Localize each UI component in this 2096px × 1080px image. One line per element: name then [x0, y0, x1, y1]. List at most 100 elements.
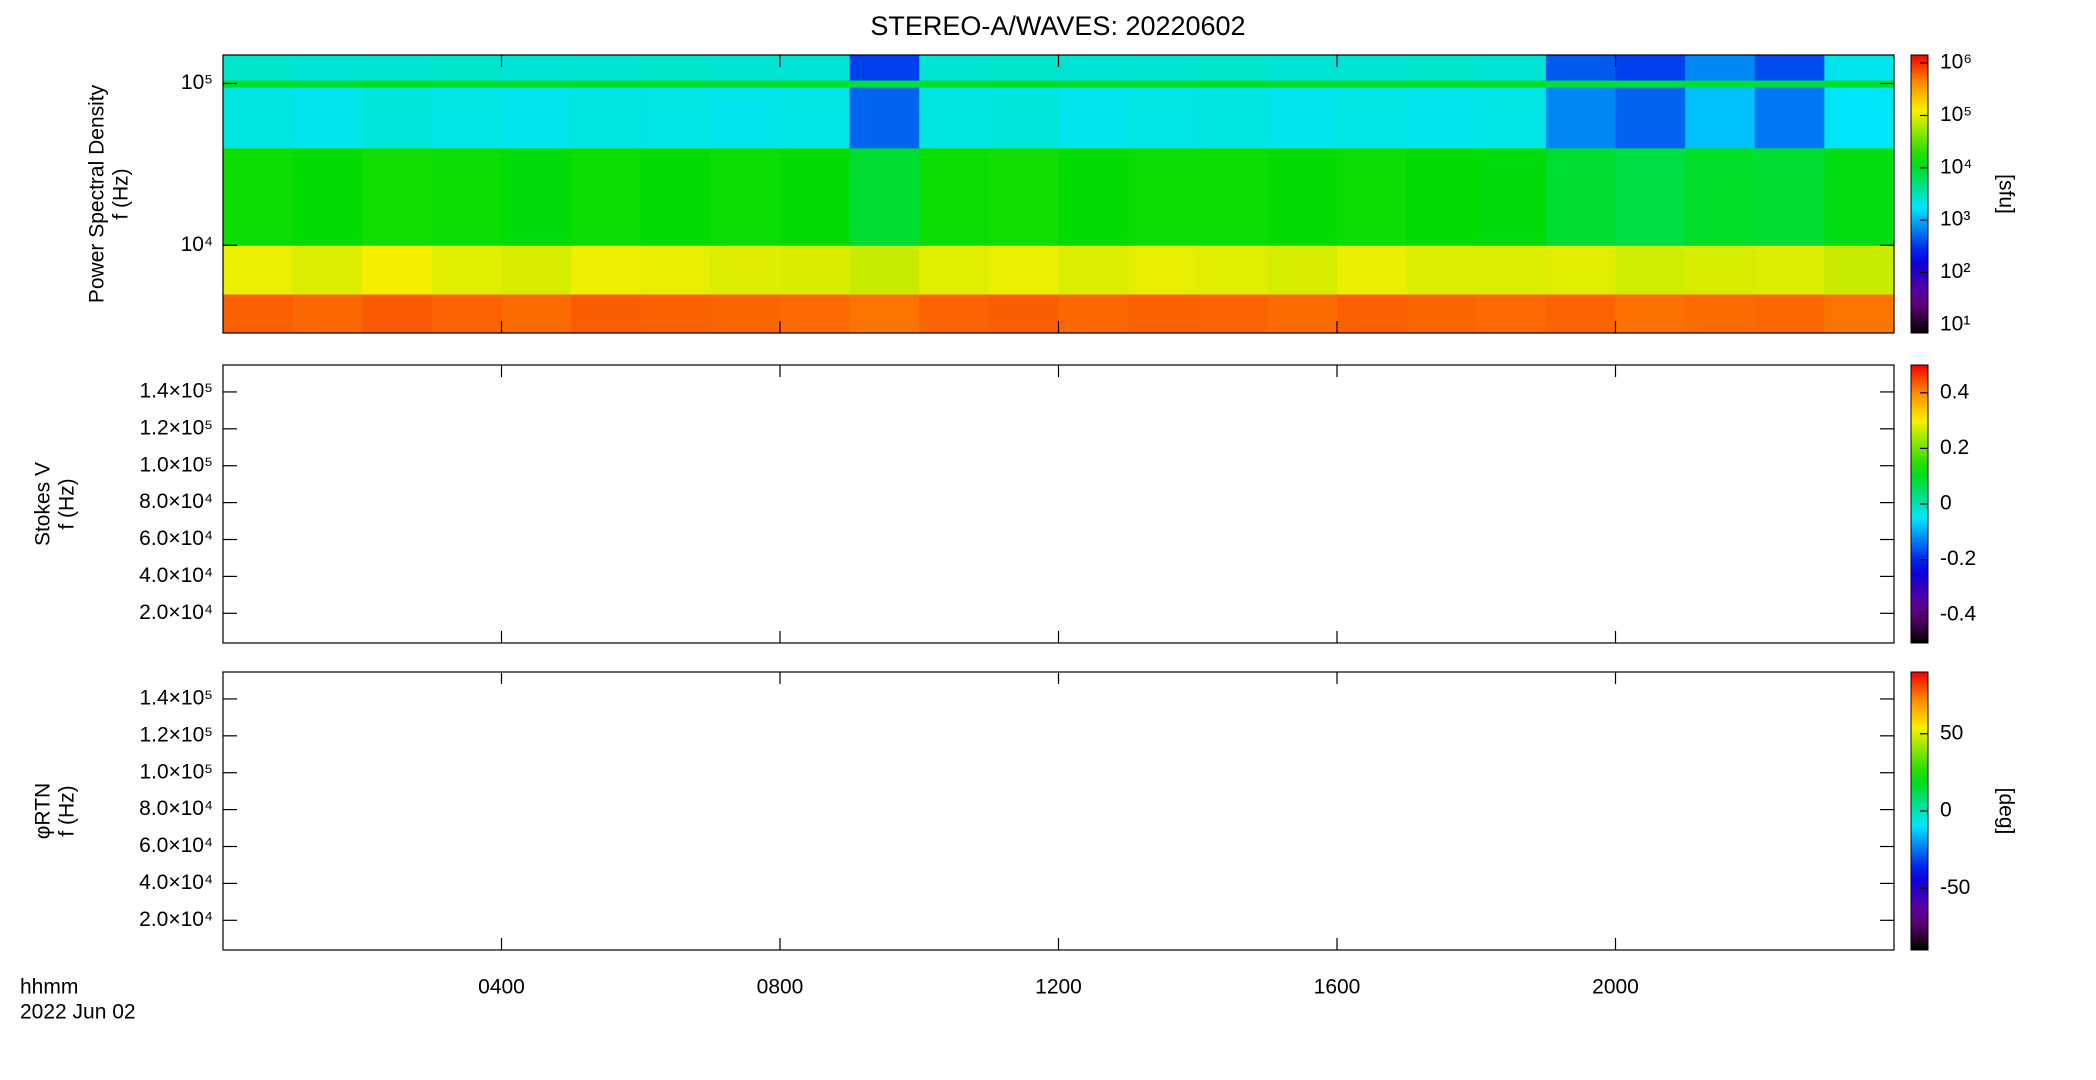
y-tick-label: 4.0×10⁴ — [139, 564, 213, 587]
heatmap-cell — [1267, 293, 1338, 334]
heatmap-cell — [919, 55, 990, 81]
heatmap-cell — [431, 55, 502, 81]
heatmap-cell — [919, 147, 990, 246]
heatmap-cell — [919, 245, 990, 295]
heatmap-cell — [1754, 245, 1825, 295]
heatmap-cell — [1685, 293, 1756, 334]
heatmap-cell — [1476, 293, 1547, 334]
heatmap-cell — [1197, 293, 1268, 334]
chart-title: STEREO-A/WAVES: 20220602 — [870, 11, 1245, 41]
plot-frame — [222, 364, 1895, 644]
y-axis-label: f (Hz) — [56, 478, 79, 529]
heatmap-cell — [1824, 80, 1895, 88]
heatmap-cell — [1128, 147, 1199, 246]
heatmap-cell — [1058, 80, 1129, 88]
heatmap-cell — [571, 245, 642, 295]
heatmap-cell — [431, 245, 502, 295]
colorbar-tick-label: -50 — [1940, 876, 1970, 899]
heatmap-cell — [1685, 245, 1756, 295]
plot-frame — [222, 671, 1895, 951]
heatmap-cell — [1754, 87, 1825, 149]
heatmap-cell — [1476, 55, 1547, 81]
heatmap-cell — [1406, 55, 1477, 81]
y-axis-label: Power Spectral Density — [86, 84, 109, 303]
heatmap-cell — [849, 80, 920, 88]
heatmap-cell — [571, 293, 642, 334]
heatmap-cell — [849, 147, 920, 246]
heatmap-cell — [1754, 80, 1825, 88]
heatmap-cell — [1267, 245, 1338, 295]
heatmap-cell — [988, 245, 1059, 295]
heatmap-cell — [1824, 147, 1895, 246]
heatmap-cell — [501, 55, 572, 81]
colorbar-tick-label: 0.4 — [1940, 380, 1970, 403]
heatmap-cell — [780, 293, 851, 334]
heatmap-cell — [571, 87, 642, 149]
heatmap-cell — [571, 55, 642, 81]
heatmap-cell — [223, 55, 294, 81]
heatmap-cell — [1615, 245, 1686, 295]
heatmap-cell — [571, 147, 642, 246]
y-tick-label: 8.0×10⁴ — [139, 490, 213, 513]
heatmap-cell — [431, 147, 502, 246]
heatmap-cell — [640, 80, 711, 88]
heatmap-cell — [1058, 147, 1129, 246]
heatmap-cell — [223, 293, 294, 334]
colorbar-tick-label: -0.2 — [1940, 547, 1976, 570]
heatmap-cell — [292, 147, 363, 246]
heatmap-cell — [431, 293, 502, 334]
x-tick-label: 1200 — [1035, 976, 1082, 999]
heatmap-cell — [1197, 245, 1268, 295]
y-tick-label: 1.2×10⁵ — [139, 723, 213, 746]
heatmap-cell — [1685, 55, 1756, 81]
heatmap-cell — [223, 80, 294, 88]
heatmap-cell — [1545, 245, 1616, 295]
colorbar-tick-label: 10³ — [1940, 208, 1970, 231]
heatmap-cell — [223, 147, 294, 246]
heatmap-cell — [1685, 87, 1756, 149]
heatmap-cell — [710, 147, 781, 246]
colorbar-tick-label: 10¹ — [1940, 312, 1970, 335]
heatmap-cell — [1337, 245, 1408, 295]
heatmap-cell — [1476, 87, 1547, 149]
heatmap-cell — [640, 293, 711, 334]
y-tick-label: 10⁵ — [181, 71, 213, 94]
colorbar-tick-label: -0.4 — [1940, 603, 1977, 626]
heatmap-cell — [292, 87, 363, 149]
heatmap-cell — [1615, 80, 1686, 88]
heatmap-cell — [431, 80, 502, 88]
heatmap-cell — [1406, 245, 1477, 295]
heatmap-cell — [1406, 147, 1477, 246]
heatmap-cell — [362, 80, 433, 88]
heatmap-cell — [988, 293, 1059, 334]
heatmap-cell — [1128, 80, 1199, 88]
y-axis-label: φRTN — [32, 783, 55, 839]
colorbar-tick-label: 0 — [1940, 492, 1952, 515]
heatmap-cell — [362, 147, 433, 246]
y-tick-label: 8.0×10⁴ — [139, 797, 213, 820]
heatmap-cell — [1337, 147, 1408, 246]
heatmap-cell — [1476, 147, 1547, 246]
y-tick-label: 1.0×10⁵ — [139, 453, 213, 476]
y-tick-label: 2.0×10⁴ — [139, 601, 213, 624]
heatmap-cell — [1337, 80, 1408, 88]
heatmap-cell — [1545, 55, 1616, 81]
heatmap-cell — [1197, 55, 1268, 81]
heatmap-cell — [292, 55, 363, 81]
heatmap-cell — [710, 245, 781, 295]
heatmap-cell — [1058, 55, 1129, 81]
colorbar-tick-label: 0.2 — [1940, 436, 1969, 459]
colorbar-label: [sfu] — [1994, 174, 2017, 214]
x-axis-date: 2022 Jun 02 — [20, 1001, 136, 1024]
colorbar-tick-label: 50 — [1940, 721, 1963, 744]
heatmap-cell — [501, 80, 572, 88]
heatmap-cell — [1615, 87, 1686, 149]
heatmap-cell — [1267, 55, 1338, 81]
colorbar-tick-label: 10⁶ — [1940, 51, 1972, 74]
heatmap-cell — [1476, 245, 1547, 295]
heatmap-cell — [1545, 293, 1616, 334]
heatmap-cell — [1267, 147, 1338, 246]
heatmap-cell — [362, 87, 433, 149]
